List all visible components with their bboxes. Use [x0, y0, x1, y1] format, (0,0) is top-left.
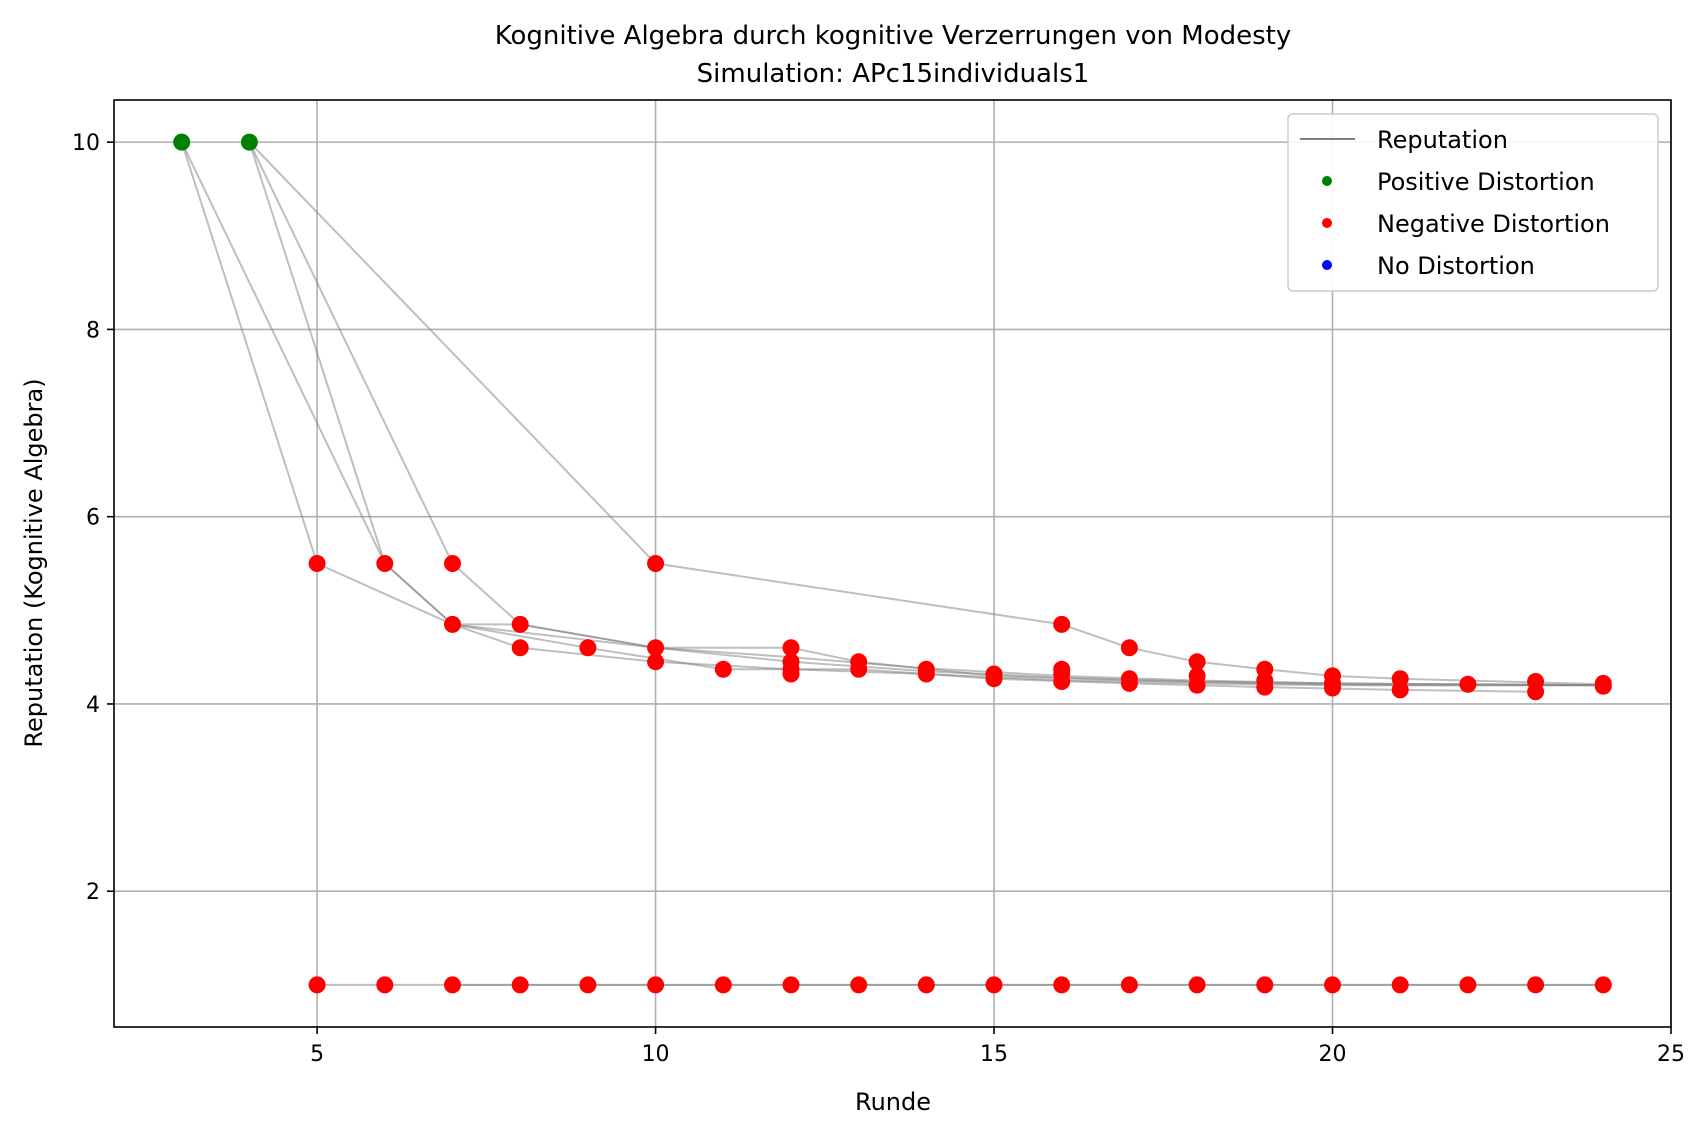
legend-box: [1287, 113, 1659, 292]
negative-distortion-point: [579, 976, 597, 994]
data-points: [173, 133, 1612, 994]
y-tick-label: 6: [86, 506, 100, 531]
y-tick-label: 10: [72, 131, 100, 156]
negative-distortion-point: [1120, 976, 1138, 994]
negative-distortion-point: [1594, 677, 1612, 695]
legend-label-negative: Negative Distortion: [1377, 210, 1610, 238]
negative-distortion-point: [1527, 683, 1545, 701]
negative-distortion-point: [376, 555, 394, 572]
negative-distortion-point: [985, 670, 1003, 688]
negative-distortion-point: [511, 639, 529, 657]
legend-dot-negative: [1322, 218, 1332, 228]
negative-distortion-point: [444, 976, 461, 994]
negative-distortion-point: [1053, 976, 1071, 994]
negative-distortion-point: [714, 976, 732, 994]
negative-distortion-point: [579, 639, 597, 657]
negative-distortion-point: [782, 665, 800, 683]
legend-label-reputation: Reputation: [1377, 126, 1508, 154]
y-tick-label: 8: [86, 318, 100, 343]
negative-distortion-point: [1324, 679, 1341, 697]
negative-distortion-point: [782, 639, 800, 657]
x-axis-label: Runde: [855, 1088, 931, 1116]
chart-title: Kognitive Algebra durch kognitive Verzer…: [495, 21, 1292, 51]
negative-distortion-point: [1256, 976, 1274, 994]
negative-distortion-point: [1120, 639, 1138, 657]
y-axis-ticks: 2 4 6 8 10: [72, 131, 114, 905]
negative-distortion-point: [917, 665, 935, 683]
negative-distortion-point: [1459, 675, 1477, 693]
x-tick-label: 5: [310, 1042, 324, 1067]
negative-distortion-point: [444, 555, 461, 572]
negative-distortion-point: [511, 976, 529, 994]
negative-distortion-point: [714, 660, 732, 678]
chart-subtitle: Simulation: APc15individuals1: [697, 59, 1090, 89]
legend-dot-none: [1322, 260, 1332, 270]
negative-distortion-point: [850, 976, 868, 994]
negative-distortion-point: [1188, 653, 1206, 671]
negative-distortion-point: [1391, 681, 1409, 699]
legend-label-none: No Distortion: [1377, 252, 1535, 280]
negative-distortion-point: [647, 555, 665, 572]
negative-distortion-point: [1256, 678, 1274, 696]
x-axis-ticks: 5 10 15 20 25: [310, 1027, 1685, 1067]
negative-distortion-point: [985, 976, 1003, 994]
negative-distortion-point: [1594, 976, 1612, 994]
negative-distortion-point: [1053, 673, 1071, 690]
legend-dot-positive: [1322, 176, 1332, 186]
legend: Reputation Positive Distortion Negative …: [1287, 113, 1659, 292]
negative-distortion-point: [1188, 976, 1206, 994]
negative-distortion-point: [511, 615, 529, 633]
negative-distortion-point: [1120, 674, 1138, 692]
negative-distortion-point: [376, 976, 394, 994]
positive-distortion-point: [240, 133, 258, 151]
negative-distortion-point: [647, 639, 665, 657]
negative-distortion-point: [1053, 615, 1071, 633]
negative-distortion-point: [308, 555, 326, 572]
negative-distortion-point: [647, 976, 665, 994]
negative-distortion-point: [1188, 676, 1206, 694]
plot-frame: [113, 99, 1672, 1028]
negative-distortion-point: [308, 976, 326, 994]
positive-distortion-point: [173, 133, 191, 151]
y-axis-label: Reputation (Kognitive Algebra): [20, 378, 48, 747]
negative-distortion-point: [1391, 976, 1409, 994]
y-tick-label: 2: [86, 880, 100, 905]
legend-label-positive: Positive Distortion: [1377, 168, 1595, 196]
negative-distortion-point: [444, 615, 461, 633]
negative-distortion-point: [850, 660, 868, 678]
x-tick-label: 20: [1319, 1042, 1347, 1067]
negative-distortion-point: [1324, 976, 1341, 994]
negative-distortion-point: [782, 976, 800, 994]
x-tick-label: 25: [1657, 1042, 1685, 1067]
negative-distortion-point: [647, 653, 665, 671]
x-tick-label: 10: [642, 1042, 670, 1067]
x-tick-label: 15: [980, 1042, 1008, 1067]
negative-distortion-point: [1459, 976, 1477, 994]
negative-distortion-point: [917, 976, 935, 994]
negative-distortion-point: [1527, 976, 1545, 994]
y-tick-label: 4: [86, 693, 100, 718]
